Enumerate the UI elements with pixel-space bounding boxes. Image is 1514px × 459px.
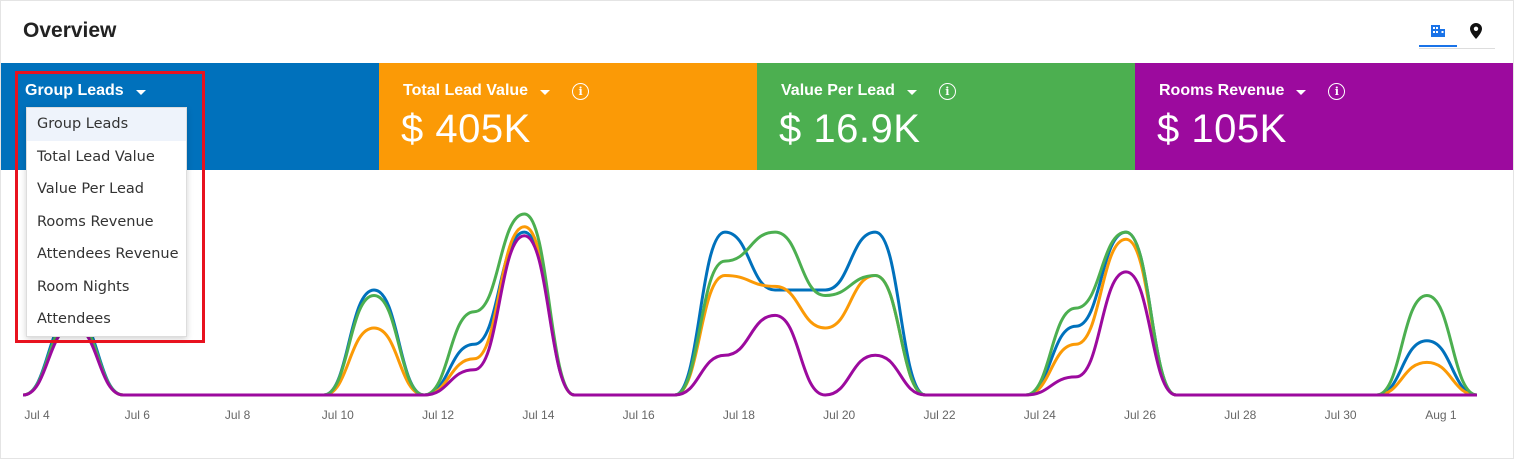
tile-label: Total Lead Value <box>403 82 529 99</box>
x-tick-label: Jul 26 <box>1124 408 1156 422</box>
metric-selector-total-lead-value[interactable]: Total Lead Value i <box>403 82 590 100</box>
x-tick-label: Jul 28 <box>1224 408 1256 422</box>
kpi-tiles: Group Leads Total Lead Value i $ 405K Va… <box>1 63 1514 170</box>
tile-value: $ 105K <box>1157 107 1287 151</box>
series-line-0 <box>22 230 1478 397</box>
dropdown-option[interactable]: Group Leads <box>27 108 186 141</box>
caret-down-icon <box>1296 89 1307 95</box>
tile-value-per-lead: Value Per Lead i $ 16.9K <box>757 63 1135 170</box>
dropdown-option[interactable]: Room Nights <box>37 278 130 295</box>
tile-label: Group Leads <box>25 82 124 99</box>
metric-selector-rooms-revenue[interactable]: Rooms Revenue i <box>1159 82 1346 100</box>
caret-down-icon <box>906 89 917 95</box>
x-tick-label: Jul 30 <box>1325 408 1357 422</box>
dropdown-option[interactable]: Attendees Revenue <box>37 246 179 262</box>
x-tick-label: Aug 1 <box>1425 408 1457 422</box>
building-icon <box>1431 25 1445 37</box>
x-tick-label: Jul 16 <box>623 408 655 422</box>
x-tick-label: Jul 24 <box>1024 408 1056 422</box>
tile-rooms-revenue: Rooms Revenue i $ 105K <box>1135 63 1513 170</box>
x-tick-label: Jul 18 <box>723 408 755 422</box>
metric-dropdown-menu: Group Leads Total Lead Value Value Per L… <box>26 107 187 337</box>
x-tick-label: Jul 22 <box>923 408 955 422</box>
view-toggle <box>1419 15 1495 49</box>
tile-label: Value Per Lead <box>781 82 895 99</box>
x-tick-label: Jul 12 <box>422 408 454 422</box>
building-view-button[interactable] <box>1419 15 1457 47</box>
info-icon[interactable]: i <box>572 82 590 100</box>
x-tick-label: Jul 8 <box>225 408 251 422</box>
tile-label: Rooms Revenue <box>1159 82 1285 99</box>
series-line-3 <box>22 234 1477 397</box>
map-pin-icon <box>1470 23 1482 39</box>
metric-selector-group-leads[interactable]: Group Leads <box>25 82 146 100</box>
map-view-button[interactable] <box>1457 15 1495 47</box>
caret-down-icon <box>540 89 551 95</box>
info-icon[interactable]: i <box>1328 82 1346 100</box>
dropdown-option[interactable]: Value Per Lead <box>37 181 144 197</box>
x-tick-label: Jul 20 <box>823 408 855 422</box>
x-tick-label: Jul 6 <box>125 408 151 422</box>
page-title: Overview <box>23 19 117 42</box>
tile-total-lead-value: Total Lead Value i $ 405K <box>379 63 757 170</box>
info-icon[interactable]: i <box>938 82 956 100</box>
x-tick-label: Jul 10 <box>322 408 354 422</box>
x-tick-label: Jul 4 <box>24 408 50 422</box>
x-tick-label: Jul 14 <box>522 408 554 422</box>
dropdown-option[interactable]: Total Lead Value <box>37 148 155 165</box>
tile-value: $ 405K <box>401 107 531 151</box>
tile-value: $ 16.9K <box>779 107 921 151</box>
series-line-1 <box>22 225 1478 397</box>
metric-selector-value-per-lead[interactable]: Value Per Lead i <box>781 82 956 100</box>
dropdown-option[interactable]: Attendees <box>37 311 111 327</box>
series-line-2 <box>22 212 1478 397</box>
dropdown-option[interactable]: Rooms Revenue <box>37 213 154 230</box>
caret-down-icon <box>135 89 146 95</box>
trend-line-chart: Jul 4 Jul 6 Jul 8 Jul 10 Jul 12 Jul 14 Jul 16 J… <box>22 212 1478 422</box>
